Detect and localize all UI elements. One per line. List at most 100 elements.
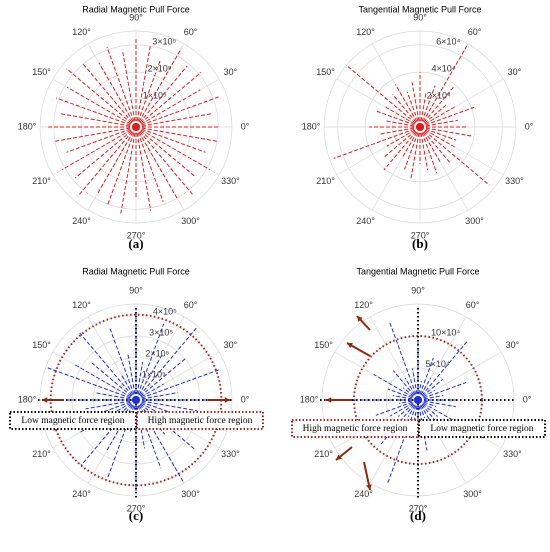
region-label: High magnetic force region xyxy=(148,415,253,426)
theta-tick-label: 210° xyxy=(32,449,51,459)
force-spoke xyxy=(410,126,421,180)
force-spoke xyxy=(392,94,421,128)
force-spoke xyxy=(417,381,422,401)
theta-tick-label: 270° xyxy=(127,230,146,240)
force-spoke xyxy=(404,377,419,401)
force-spoke xyxy=(120,126,137,214)
panel-label: (c) xyxy=(129,508,143,523)
theta-tick-label: 240° xyxy=(356,216,375,226)
r-tick-label: 4×10⁵ xyxy=(153,306,177,316)
theta-tick-label: 300° xyxy=(181,489,200,499)
force-spoke xyxy=(417,377,432,401)
force-spoke xyxy=(135,353,164,401)
region-box xyxy=(136,411,264,430)
region-label: High magnetic force region xyxy=(303,423,408,434)
force-spoke xyxy=(74,126,137,179)
force-spoke xyxy=(411,368,419,401)
force-spoke xyxy=(383,126,421,171)
force-spoke xyxy=(419,106,475,128)
force-spoke xyxy=(389,321,419,401)
panel-label: (b) xyxy=(412,236,428,251)
r-tick-label: 6×10⁴ xyxy=(436,36,460,46)
force-spoke xyxy=(417,399,456,408)
force-spoke xyxy=(89,361,137,401)
force-spoke xyxy=(392,370,419,401)
force-spoke xyxy=(60,113,137,128)
force-spoke xyxy=(122,51,137,128)
r-tick-label: 1×10⁵ xyxy=(143,90,167,100)
force-spoke xyxy=(417,382,467,401)
force-spoke xyxy=(135,126,152,211)
force-spoke xyxy=(135,358,186,401)
force-spoke xyxy=(54,126,137,142)
force-spoke xyxy=(417,379,443,401)
force-spoke xyxy=(419,126,451,164)
theta-tick-label: 150° xyxy=(314,340,333,350)
r-tick-label: 1×10⁵ xyxy=(142,369,166,379)
force-spoke xyxy=(382,126,421,159)
force-spoke xyxy=(419,126,457,141)
force-spoke xyxy=(135,71,202,128)
r-tick-label: 10×10⁴ xyxy=(431,327,460,337)
force-spoke xyxy=(135,48,182,128)
force-spoke xyxy=(135,126,178,199)
theta-tick-label: 330° xyxy=(221,176,240,186)
theta-tick-label: 300° xyxy=(463,489,482,499)
force-spoke xyxy=(135,126,210,170)
theta-tick-label: 180° xyxy=(18,394,37,404)
region-label: Low magnetic force region xyxy=(21,415,124,426)
force-spoke xyxy=(406,92,421,128)
force-spoke xyxy=(386,399,419,485)
force-spoke xyxy=(127,353,137,401)
arrow-head xyxy=(326,397,332,403)
theta-tick-label: 30° xyxy=(224,340,238,350)
theta-tick-label: 90° xyxy=(413,12,427,22)
theta-tick-label: 330° xyxy=(503,449,522,459)
force-spoke xyxy=(419,85,436,128)
force-spoke xyxy=(135,126,206,153)
force-spoke xyxy=(77,126,137,197)
theta-tick-label: 0° xyxy=(241,121,250,131)
force-spoke xyxy=(417,399,438,417)
force-spoke xyxy=(417,357,434,401)
force-spoke xyxy=(135,45,151,128)
force-spoke xyxy=(419,45,468,128)
force-spoke xyxy=(120,373,137,401)
force-spoke xyxy=(386,126,421,147)
theta-tick-label: 60° xyxy=(468,27,482,37)
r-tick-label: 2×10⁵ xyxy=(148,63,172,73)
force-spoke xyxy=(390,399,419,417)
r-tick-label: 4×10⁴ xyxy=(432,63,456,73)
force-spoke xyxy=(417,395,444,401)
r-tick-label: 2×10⁵ xyxy=(145,348,169,358)
theta-tick-label: 0° xyxy=(525,121,534,131)
force-spoke xyxy=(376,110,421,128)
force-spoke xyxy=(66,68,137,128)
theta-tick-label: 120° xyxy=(72,27,91,37)
chart-title: Tangential Magnetic Pull Force xyxy=(358,4,481,14)
force-spoke xyxy=(85,399,137,410)
theta-tick-label: 0° xyxy=(241,394,250,404)
force-spoke xyxy=(82,63,137,128)
force-spoke xyxy=(417,340,468,401)
force-spoke xyxy=(347,65,421,128)
theta-tick-label: 270° xyxy=(127,503,146,513)
force-spoke xyxy=(135,368,221,401)
chart-title: Radial Magnetic Pull Force xyxy=(82,266,190,276)
force-spoke xyxy=(80,399,137,466)
force-spoke xyxy=(66,86,137,128)
theta-tick-label: 180° xyxy=(18,121,37,131)
force-spoke xyxy=(402,387,419,401)
arrow-head xyxy=(224,397,230,403)
theta-tick-label: 150° xyxy=(32,67,51,77)
force-spoke xyxy=(55,97,137,128)
force-spoke xyxy=(411,82,421,128)
force-spoke xyxy=(135,65,188,128)
force-spoke xyxy=(380,399,419,445)
force-spoke xyxy=(419,86,454,128)
chart-title: Radial Magnetic Pull Force xyxy=(82,4,190,14)
force-spoke xyxy=(135,126,196,177)
force-spoke xyxy=(404,126,421,170)
force-spoke xyxy=(66,126,137,153)
force-spoke xyxy=(97,126,137,194)
